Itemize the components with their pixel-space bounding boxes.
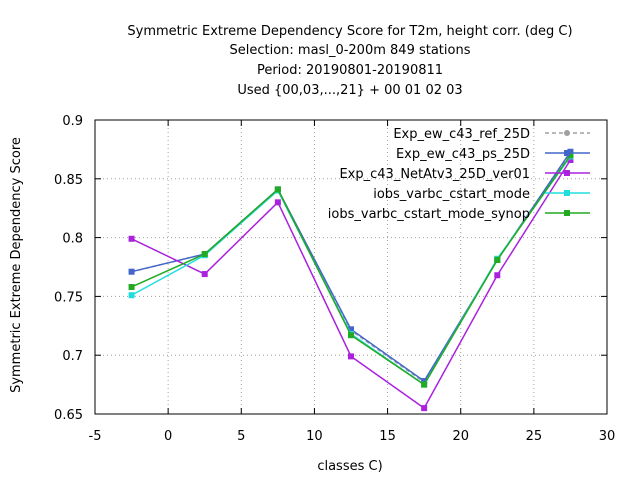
y-tick-label: 0.9 <box>62 114 83 129</box>
legend-label: Exp_c43_NetAtv3_25D_ver01 <box>339 167 530 182</box>
y-tick-label: 0.65 <box>54 408 83 423</box>
data-point <box>274 186 281 193</box>
data-point <box>421 378 428 385</box>
plot-frame <box>94 119 608 415</box>
y-tick-label: 0.8 <box>62 232 83 247</box>
series-1 <box>128 148 574 385</box>
legend-label: Exp_ew_c43_ps_25D <box>396 147 530 162</box>
data-point <box>421 405 428 412</box>
data-point <box>348 332 354 339</box>
legend-swatch-marker <box>564 150 570 156</box>
legend-swatch-marker <box>564 170 570 176</box>
series-4 <box>128 152 574 388</box>
legend-label: Exp_ew_c43_ref_25D <box>393 127 530 142</box>
legend-swatch-marker <box>564 130 570 136</box>
x-tick-label: 5 <box>237 429 245 444</box>
data-point <box>348 353 354 360</box>
data-point <box>201 251 208 258</box>
title-line-2: Selection: masl_0-200m 849 stations <box>230 43 471 58</box>
data-point <box>567 148 574 155</box>
title-line-3: Period: 20190801-20190811 <box>257 63 443 78</box>
y-axis-label: Symmetric Extreme Dependency Score <box>9 137 24 393</box>
x-tick-label: 25 <box>526 429 543 444</box>
series-0 <box>128 149 574 386</box>
legend-swatch-marker <box>564 210 570 216</box>
data-point <box>128 283 135 290</box>
y-tick-label: 0.75 <box>54 290 83 305</box>
legend: Exp_ew_c43_ref_25D Exp_ew_c43_ps_25D Exp_c… <box>328 127 590 222</box>
data-series <box>128 148 574 412</box>
data-point <box>128 235 135 242</box>
grid <box>95 120 607 414</box>
data-point <box>274 199 281 206</box>
y-tick-label: 0.7 <box>62 349 83 364</box>
legend-label: iobs_varbc_cstart_mode_synop <box>328 207 530 222</box>
series-2 <box>128 156 574 412</box>
data-point <box>201 271 208 278</box>
axis-ticks: -5 0 5 10 15 20 25 30 0.65 0.7 0.75 0.8 0.85 0.9 <box>54 114 615 444</box>
legend-swatch-marker <box>564 190 570 196</box>
data-point <box>128 268 135 275</box>
x-tick-label: 15 <box>379 429 396 444</box>
data-point <box>348 326 354 333</box>
data-point <box>128 292 135 299</box>
chart-title: Symmetric Extreme Dependency Score for T… <box>127 24 572 98</box>
x-tick-label: 20 <box>452 429 469 444</box>
x-axis-label: classes C) <box>317 459 382 474</box>
data-point <box>567 156 574 163</box>
data-point <box>494 256 501 263</box>
title-line-4: Used {00,03,...,21} + 00 01 02 03 <box>237 83 462 98</box>
data-point <box>421 381 428 388</box>
x-tick-label: 0 <box>164 429 172 444</box>
data-point <box>494 272 501 279</box>
legend-label: iobs_varbc_cstart_mode <box>373 187 530 202</box>
y-tick-label: 0.85 <box>54 173 83 188</box>
data-point <box>567 152 574 159</box>
x-tick-label: -5 <box>89 429 102 444</box>
x-tick-label: 10 <box>306 429 323 444</box>
title-line-1: Symmetric Extreme Dependency Score for T… <box>127 24 572 39</box>
x-tick-label: 30 <box>599 429 616 444</box>
